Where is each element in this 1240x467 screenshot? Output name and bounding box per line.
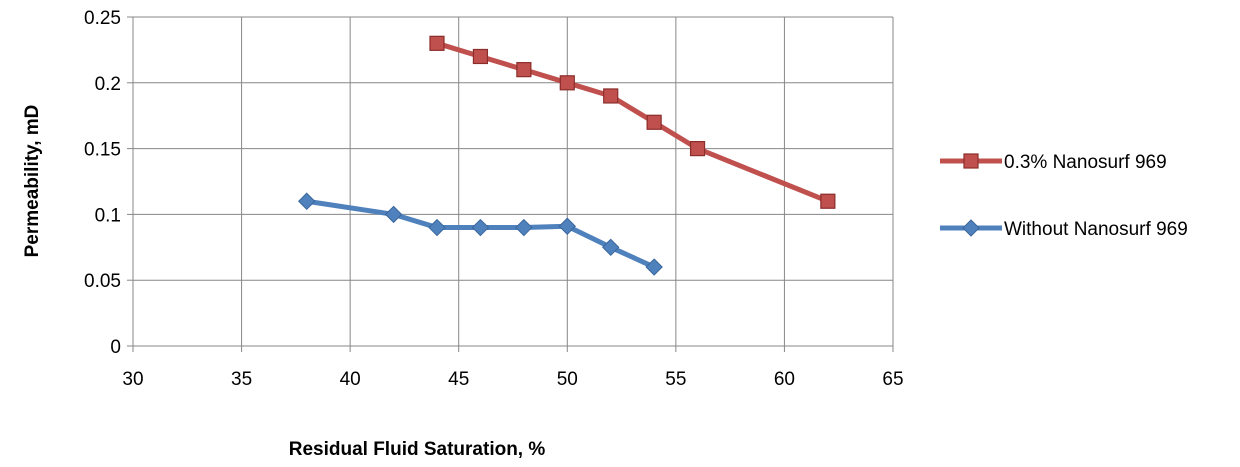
- x-tick-label: 35: [231, 369, 252, 390]
- x-axis-title: Residual Fluid Saturation, %: [289, 439, 546, 460]
- data-point: [603, 88, 619, 104]
- legend-label: 0.3% Nanosurf 969: [1004, 152, 1167, 173]
- x-tick-label: 55: [665, 369, 686, 390]
- x-tick-label: 30: [122, 369, 143, 390]
- plot-area: 30 35 40 45 50 55 60 65 0 0.05 0.1 0.15 0.2 0.25: [84, 8, 904, 390]
- legend-marker: [963, 153, 979, 169]
- y-tick-label: 0.1: [95, 205, 121, 226]
- data-point: [820, 193, 836, 209]
- data-point: [472, 48, 489, 65]
- y-tick-label: 0.25: [84, 8, 121, 29]
- x-tick-label: 50: [557, 369, 578, 390]
- x-tick-label: 60: [774, 369, 795, 390]
- data-point: [646, 114, 662, 130]
- y-tick-label: 0.2: [95, 74, 121, 95]
- series-without-nanosurf: [298, 192, 663, 276]
- data-point: [384, 205, 403, 224]
- series-line: [304, 198, 657, 270]
- data-point: [559, 75, 575, 91]
- data-point: [471, 218, 490, 237]
- axes: [132, 17, 893, 347]
- legend-marker: [962, 219, 980, 237]
- y-axis-ticks: 0 0.05 0.1 0.15 0.2 0.25: [84, 8, 133, 358]
- data-point: [428, 218, 446, 237]
- x-axis-ticks: 30 35 40 45 50 55 60 65: [122, 346, 904, 390]
- x-tick-label: 40: [340, 369, 361, 390]
- y-tick-label: 0.15: [84, 140, 121, 161]
- data-point: [645, 258, 663, 276]
- series-line: [434, 40, 831, 204]
- legend: 0.3% Nanosurf 969 Without Nanosurf 969: [940, 152, 1188, 240]
- data-point: [298, 192, 316, 210]
- data-point: [515, 218, 533, 237]
- x-tick-label: 45: [448, 369, 469, 390]
- y-axis-title: Permeability, mD: [22, 105, 43, 258]
- y-tick-label: 0: [110, 337, 121, 358]
- data-point: [689, 141, 706, 157]
- data-point: [429, 35, 445, 51]
- data-point: [516, 62, 532, 78]
- series-group: [298, 35, 836, 276]
- legend-label: Without Nanosurf 969: [1004, 219, 1188, 240]
- x-tick-label: 65: [882, 369, 903, 390]
- data-point: [602, 238, 620, 257]
- legend-entry: 0.3% Nanosurf 969: [940, 152, 1167, 173]
- data-point: [558, 217, 576, 235]
- legend-entry: Without Nanosurf 969: [940, 219, 1188, 240]
- series-nanosurf: [429, 35, 836, 209]
- y-tick-label: 0.05: [84, 271, 121, 292]
